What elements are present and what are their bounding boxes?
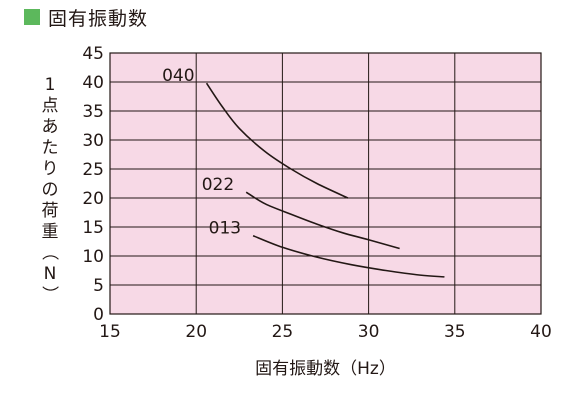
plot-frame — [109, 52, 542, 315]
series-label-022: 022 — [202, 175, 234, 195]
y-tick-label-30: 30 — [82, 131, 104, 151]
y-axis-label-char: あ — [42, 117, 59, 137]
y-axis-label-char: 荷 — [42, 201, 59, 221]
y-tick-label-35: 35 — [82, 102, 104, 122]
x-tick-label-25: 25 — [272, 322, 294, 342]
y-tick-label-5: 5 — [93, 276, 104, 296]
y-axis-label-char: N — [44, 264, 57, 284]
y-axis-label-char: ） — [39, 286, 59, 303]
title-square-icon — [24, 9, 40, 25]
series-label-040: 040 — [162, 66, 194, 86]
y-axis-label-char: の — [42, 180, 59, 200]
y-axis-label-char: 重 — [42, 222, 59, 242]
series-group: 040 022 013 — [162, 66, 445, 278]
series-line-013 — [252, 234, 445, 278]
x-tick-label-30: 30 — [358, 322, 380, 342]
y-axis-label-char: り — [42, 159, 59, 179]
chart-title: 固有振動数 — [24, 4, 148, 30]
y-tick-label-15: 15 — [82, 218, 104, 238]
series-line-040 — [205, 82, 349, 199]
plot-area — [110, 53, 541, 314]
x-tick-label-15: 15 — [99, 322, 121, 342]
y-axis-label-char: 点 — [42, 96, 59, 116]
y-tick-label-0: 0 — [93, 305, 104, 325]
x-tick-label-35: 35 — [444, 322, 466, 342]
y-tick-label-40: 40 — [82, 73, 104, 93]
y-tick-label-25: 25 — [82, 160, 104, 180]
y-tick-label-20: 20 — [82, 189, 104, 209]
series-label-013: 013 — [209, 219, 241, 239]
y-axis-label-char: 1 — [45, 75, 56, 95]
y-axis-label-char: た — [42, 138, 59, 158]
y-tick-label-45: 45 — [82, 44, 104, 64]
chart-title-text: 固有振動数 — [48, 7, 149, 30]
x-tick-label-20: 20 — [185, 322, 207, 342]
x-tick-label-40: 40 — [530, 322, 552, 342]
x-axis-label: 固有振動数（Hz） — [255, 359, 396, 379]
grid — [109, 52, 542, 315]
tick-labels: 0 5 10 15 20 25 30 35 40 45 15 20 25 30 35 40 — [82, 44, 551, 342]
y-tick-label-10: 10 — [82, 247, 104, 267]
y-axis-label-char: （ — [39, 244, 59, 261]
series-line-022 — [245, 191, 400, 250]
